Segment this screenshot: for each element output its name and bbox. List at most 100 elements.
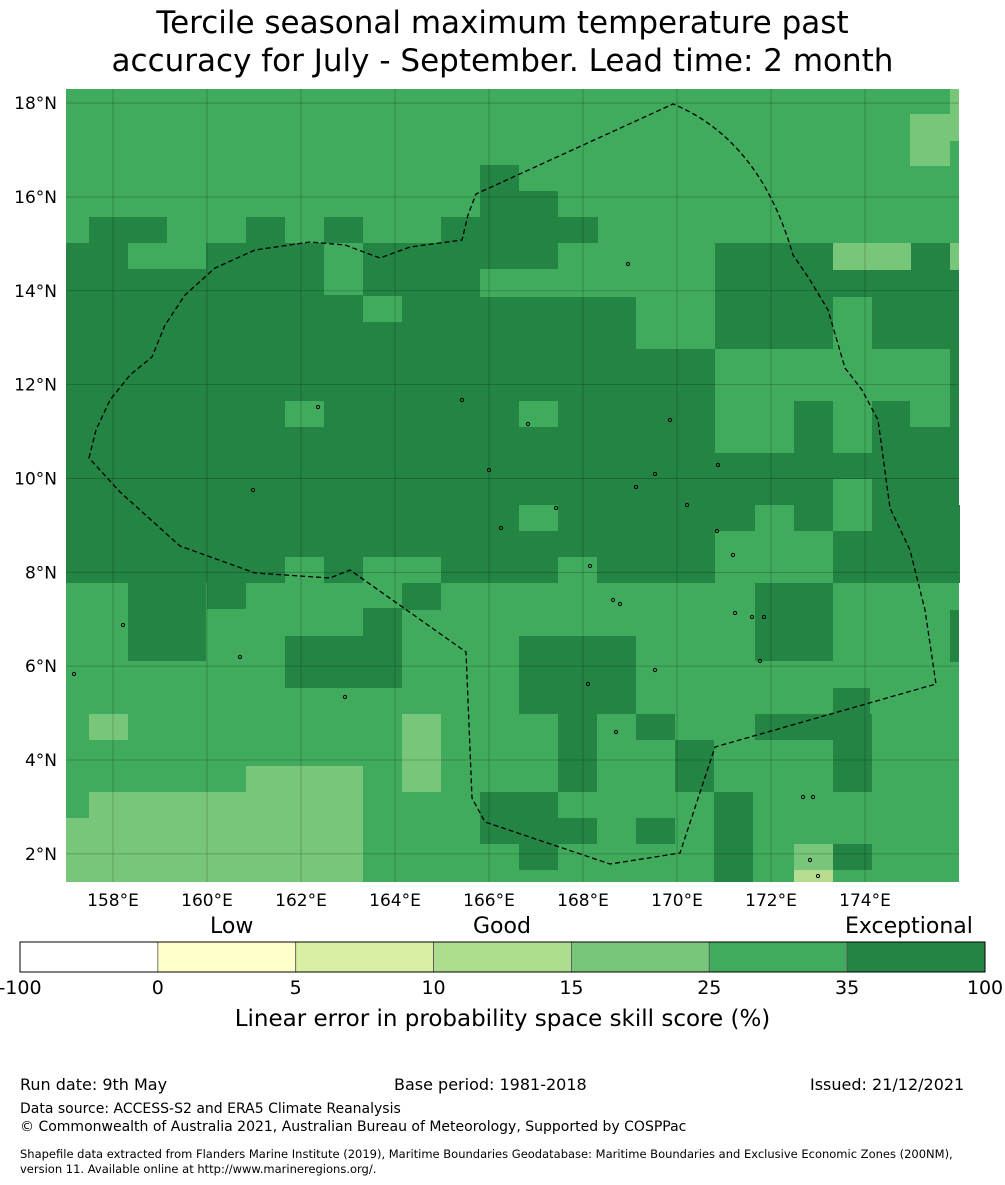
cell-mid [66,790,89,820]
cell-mid [833,583,911,609]
cell-mid [833,297,872,453]
colorbar-tick-label: 35 [835,977,860,999]
cell-mid [285,401,324,427]
island-outline [617,601,623,607]
cell-mid [324,243,363,295]
colorbar-tick-label: 15 [559,977,584,999]
island-outline [120,622,126,628]
colorbar-segment [708,941,848,973]
longitude-label: 158°E [87,891,139,911]
latitude-label: 6°N [25,657,57,677]
cell-mid [833,479,872,531]
cell-mid [910,401,950,427]
cell-mid [558,557,597,583]
island-outline [625,261,631,267]
cell-light [794,844,833,870]
cell-dark [636,818,675,844]
cell-dark [207,583,246,609]
island-outline [315,404,321,410]
island-outline [237,654,243,660]
run-date: Run date: 9th May [20,1075,168,1094]
cell-mid [872,740,959,882]
cell-dark [833,688,872,792]
cell-mid [870,662,959,714]
island-outline [815,873,821,879]
cell-lightest [794,870,833,882]
colorbar-segment [295,941,434,973]
colorbar-tick-label: 25 [697,977,722,999]
cell-mid [128,243,206,269]
island-outline [667,417,673,423]
issued-date: Issued: 21/12/2021 [810,1075,965,1094]
cell-light [207,792,363,818]
cell-dark [558,818,597,844]
cell-dark [285,636,402,688]
island-outline [807,857,813,863]
colorbar-segment [157,941,297,973]
island-outline [250,487,256,493]
cell-dark [519,636,636,714]
island-outline [761,614,767,620]
cell-light [246,766,363,792]
cell-dark [519,191,558,217]
cell-mid [715,583,754,661]
cell-dark [519,818,558,870]
island-outline [553,505,559,511]
latitude-label: 16°N [14,188,57,208]
map-title: Tercile seasonal maximum temperature pas… [0,4,1005,80]
cell-dark [794,610,833,661]
cell-mid [558,243,715,297]
cell-dark [950,610,959,662]
cell-light [950,243,959,270]
cell-mid [755,740,833,844]
cell-mid [597,714,636,818]
island-outline [749,614,755,620]
cell-mid [363,790,480,882]
cell-mid [636,636,675,714]
colorbar-label-low: Low [210,914,254,939]
island-outline [71,671,77,677]
cell-dark [66,243,959,583]
cell-light [89,792,128,820]
copyright: © Commonwealth of Australia 2021, Austra… [20,1119,687,1135]
colorbar-segment [571,941,710,973]
title-line-2: accuracy for July - September. Lead time… [111,43,894,79]
latitude-label: 8°N [25,563,57,583]
shapefile-note-2: version 11. Available online at http://w… [20,1162,377,1176]
cell-mid [715,401,794,453]
island-outline [684,502,690,508]
cell-mid [66,583,128,687]
cell-mid [207,610,363,636]
cell-dark [675,740,714,792]
cell-mid [519,401,558,427]
title-line-1: Tercile seasonal maximum temperature pas… [156,5,849,41]
island-outline [498,525,504,531]
island-outline [730,552,736,558]
island-outline [587,563,593,569]
longitude-label: 168°E [557,891,609,911]
cell-mid [755,505,794,531]
island-outline [525,421,531,427]
cell-mid [402,610,519,636]
colorbar-label-exceptional: Exceptional [845,914,973,939]
cell-light [66,818,363,870]
cell-mid [246,583,324,611]
cell-dark [89,217,167,243]
colorbar-tick-label: 5 [289,977,302,999]
island-outline [757,658,763,664]
longitude-label: 160°E [181,891,233,911]
island-outline [652,667,658,673]
base-period: Base period: 1981-2018 [394,1075,587,1094]
colorbar-tick-label: 100 [966,977,1004,999]
colorbar-outline [19,941,986,973]
cell-dark [636,714,675,740]
colorbar-tick-label: 10 [421,977,446,999]
cell-light [89,714,128,740]
cell-mid [558,870,597,882]
cell-mid [675,662,833,714]
map-features [71,103,937,879]
cell-dark [480,165,519,217]
island-outline [613,729,619,735]
skill-score-grid [66,89,960,882]
cell-dark [324,217,363,243]
